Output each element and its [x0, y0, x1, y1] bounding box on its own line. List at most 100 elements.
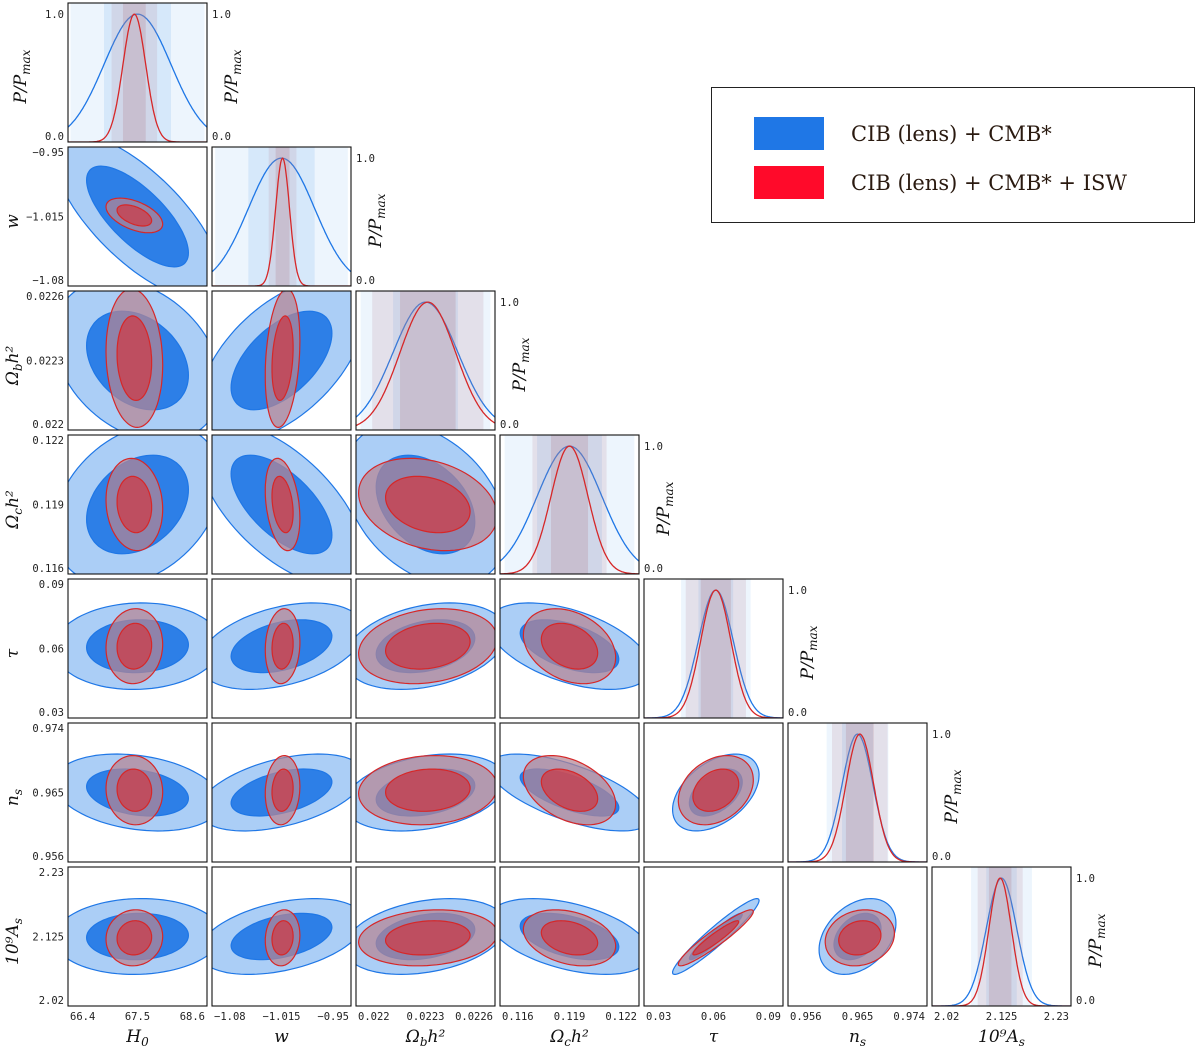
- frame-4-1: [211, 578, 352, 719]
- xtick-0-mid: 67.5: [125, 1011, 150, 1023]
- legend-swatch-blue: [754, 117, 824, 150]
- contour-1-1sigma: [271, 475, 294, 534]
- contour-1-1sigma: [692, 768, 740, 812]
- band-0-2: [681, 579, 751, 718]
- contour-1-1sigma: [271, 622, 294, 670]
- xlabel-tau: τ: [709, 1027, 719, 1047]
- band-1-1: [550, 435, 589, 574]
- diag-tick-max-3: 1.0: [644, 441, 663, 453]
- ytick-1-hi: −0.95: [32, 147, 64, 159]
- frame-6-2: [355, 866, 496, 1007]
- band-1-2: [268, 147, 297, 286]
- frame-2-1: [211, 290, 352, 431]
- xlabel-omch2: Ωch²: [549, 1027, 589, 1049]
- xtick-2-hi: 0.0226: [455, 1011, 493, 1023]
- xtick-6-lo: 2.02: [934, 1011, 959, 1023]
- ytick-2-mid: 0.0223: [26, 356, 64, 368]
- xtick-0-hi: 68.6: [180, 1011, 205, 1023]
- contour-1-1sigma: [838, 920, 882, 956]
- band-0-1: [104, 3, 171, 142]
- xlabel-H0: H0: [125, 1027, 149, 1049]
- diag-ylabel-6: P/Pmax: [1086, 913, 1108, 968]
- contour-1-1sigma: [385, 920, 471, 956]
- diag-ylabel-left: P/Pmax: [11, 49, 33, 104]
- xtick-5-mid: 0.965: [842, 1011, 874, 1023]
- panel-tau-ombh2: [356, 602, 495, 691]
- xtick-2-lo: 0.022: [358, 1011, 390, 1023]
- contour-1-1sigma: [385, 622, 471, 670]
- frame-4-3: [499, 578, 640, 719]
- xlabel-w: w: [274, 1027, 289, 1047]
- curve-1: [500, 445, 639, 574]
- xtick-5-hi: 0.974: [893, 1011, 925, 1023]
- diag-tick-max-4: 1.0: [788, 585, 807, 597]
- panel-ns-H0: [68, 753, 207, 832]
- band-1-1: [700, 579, 731, 718]
- frame-4-4: [643, 578, 784, 719]
- panel-ombh2-w: [212, 291, 351, 430]
- diag-tick-max-0: 1.0: [212, 9, 231, 21]
- xlabel-ombh2: Ωbh²: [405, 1027, 446, 1049]
- panel-tau-omch2: [500, 602, 639, 690]
- frame-4-2: [355, 578, 496, 719]
- panel-omch2-H0: [68, 435, 207, 574]
- panel-As-ns: [818, 897, 897, 976]
- ytick-6-lo: 2.02: [39, 995, 64, 1007]
- contour-1-1sigma: [271, 768, 294, 812]
- diag-ylabel-4: P/Pmax: [798, 625, 820, 680]
- diag-ylabel-5: P/Pmax: [942, 769, 964, 824]
- diag-tick-max-6: 1.0: [1076, 873, 1095, 885]
- ylabel-As: 10⁹As: [3, 918, 25, 965]
- frame-6-4: [643, 866, 784, 1007]
- frame-6-5: [787, 866, 928, 1007]
- panel-As-As: [932, 867, 1071, 1006]
- frame-6-3: [499, 866, 640, 1007]
- contour-1-1sigma: [116, 920, 153, 956]
- contour-1-1sigma: [116, 768, 153, 812]
- xtick-6-hi: 2.23: [1044, 1011, 1069, 1023]
- ytick-4-lo: 0.03: [39, 707, 64, 719]
- ytick-1-mid: −1.015: [26, 212, 64, 224]
- legend-label-cmb: CIB (lens) + CMB*: [851, 121, 1052, 146]
- diag-tick-max-5: 1.0: [932, 729, 951, 741]
- band-0-1: [537, 435, 602, 574]
- panel-omch2-omch2: [500, 435, 639, 574]
- frame-5-2: [355, 722, 496, 863]
- band-0-2: [70, 3, 205, 142]
- diag-tick-zero-1: 0.0: [356, 275, 375, 287]
- panel-As-ombh2: [356, 897, 495, 976]
- panel-As-H0: [68, 898, 207, 975]
- diag-tick-zero-4: 0.0: [788, 707, 807, 719]
- ytick-2-hi: 0.0226: [26, 291, 64, 303]
- ytick-6-hi: 2.23: [39, 867, 64, 879]
- band-1-1: [845, 723, 874, 862]
- panel-ns-w: [212, 753, 351, 832]
- panel-w-w: [212, 147, 351, 286]
- band-0-1: [393, 291, 458, 430]
- frame-3-2: [355, 434, 496, 575]
- frame-3-1: [211, 434, 352, 575]
- band-1-2: [372, 291, 484, 430]
- curve-0: [932, 877, 1071, 1006]
- xtick-1-hi: −0.95: [317, 1011, 349, 1023]
- contour-1-1sigma: [116, 204, 153, 227]
- contour-1-1sigma: [271, 920, 294, 956]
- contour-1-1sigma: [116, 315, 153, 402]
- curve-1: [644, 589, 783, 718]
- diag-tick-zero-2: 0.0: [500, 419, 519, 431]
- ylabel-tau: τ: [3, 648, 23, 658]
- ytick-3-lo: 0.116: [32, 563, 64, 575]
- ytick-4-mid: 0.06: [39, 644, 64, 656]
- band-1-2: [111, 3, 158, 142]
- frame-5-0: [67, 722, 208, 863]
- ytick-5-mid: 0.965: [32, 788, 64, 800]
- diag-ylabel-3: P/Pmax: [654, 481, 676, 536]
- xtick-3-mid: 0.119: [554, 1011, 586, 1023]
- ytick-5-lo: 0.956: [32, 851, 64, 863]
- ylabel-omch2: Ωch²: [3, 490, 25, 530]
- panel-tau-H0: [68, 602, 207, 690]
- diag-tick-zero-0: 0.0: [212, 131, 231, 143]
- xtick-4-hi: 0.09: [756, 1011, 781, 1023]
- frame-3-0: [67, 434, 208, 575]
- frame-1-0: [67, 146, 208, 287]
